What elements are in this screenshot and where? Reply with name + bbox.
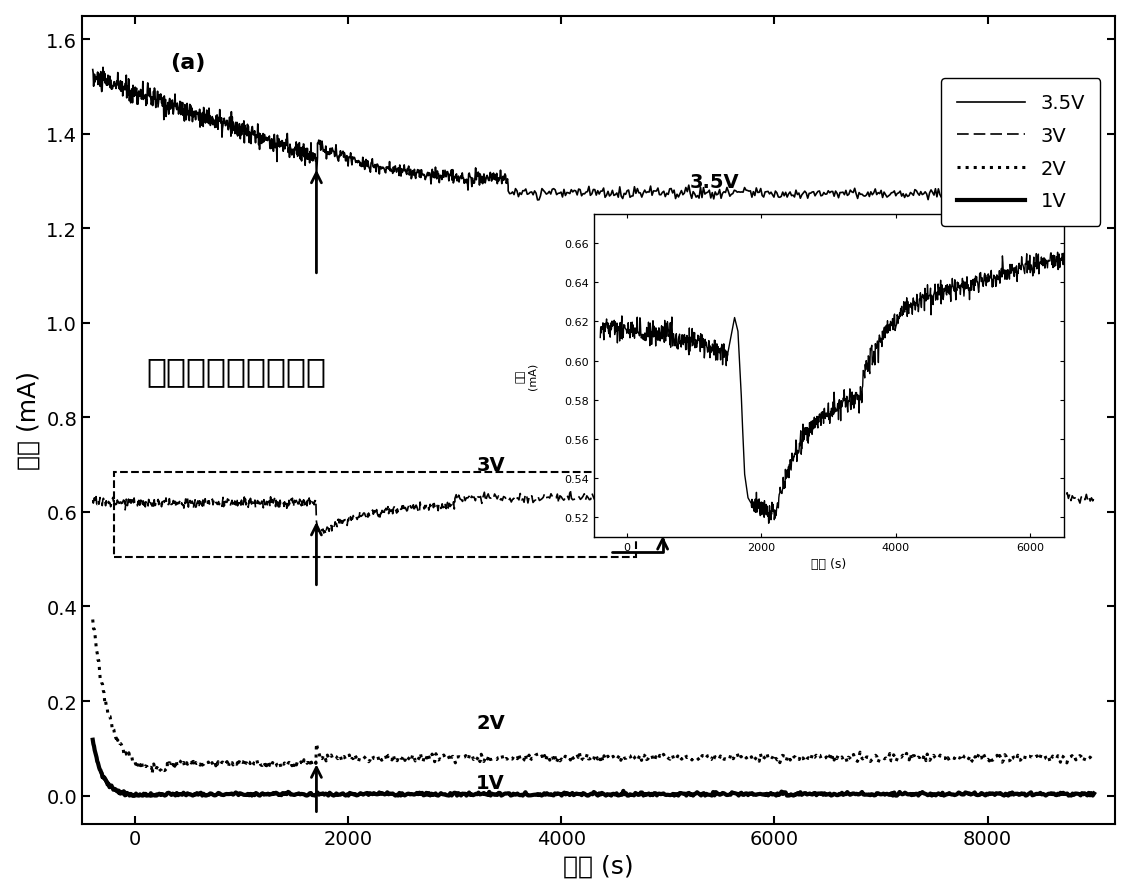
Text: 3.5V: 3.5V	[689, 173, 739, 191]
X-axis label: 时间 (s): 时间 (s)	[564, 854, 634, 877]
Legend: 3.5V, 3V, 2V, 1V: 3.5V, 3V, 2V, 1V	[941, 79, 1100, 226]
Bar	[114, 472, 636, 557]
Text: 注射通电驯化微生物: 注射通电驯化微生物	[146, 354, 326, 387]
Text: 3V: 3V	[477, 456, 505, 475]
Y-axis label: 电流 (mA): 电流 (mA)	[17, 371, 41, 469]
Text: 1V: 1V	[477, 773, 505, 792]
Text: (a): (a)	[170, 53, 205, 73]
Text: 2V: 2V	[477, 713, 505, 732]
